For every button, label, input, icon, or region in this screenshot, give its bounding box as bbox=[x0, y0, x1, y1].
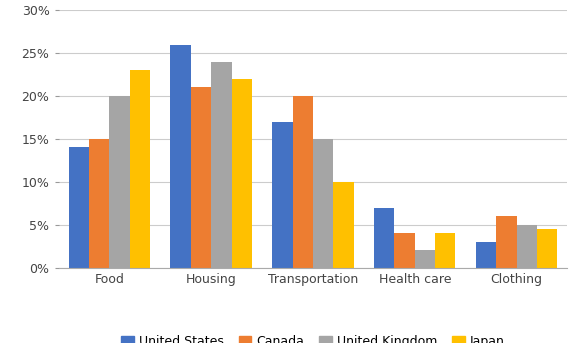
Bar bbox=[313, 139, 333, 268]
Bar bbox=[170, 45, 191, 268]
Bar bbox=[191, 87, 211, 268]
Bar bbox=[394, 233, 415, 268]
Bar bbox=[272, 122, 292, 268]
Bar bbox=[292, 96, 313, 268]
Bar bbox=[496, 216, 517, 268]
Bar bbox=[68, 147, 89, 268]
Bar bbox=[517, 225, 537, 268]
Bar bbox=[537, 229, 558, 268]
Bar bbox=[476, 242, 496, 268]
Bar bbox=[333, 182, 354, 268]
Bar bbox=[374, 208, 394, 268]
Bar bbox=[435, 233, 456, 268]
Bar bbox=[130, 70, 150, 268]
Legend: United States, Canada, United Kingdom, Japan: United States, Canada, United Kingdom, J… bbox=[116, 330, 510, 343]
Bar bbox=[109, 96, 130, 268]
Bar bbox=[415, 250, 435, 268]
Bar bbox=[211, 62, 232, 268]
Bar bbox=[232, 79, 252, 268]
Bar bbox=[89, 139, 109, 268]
